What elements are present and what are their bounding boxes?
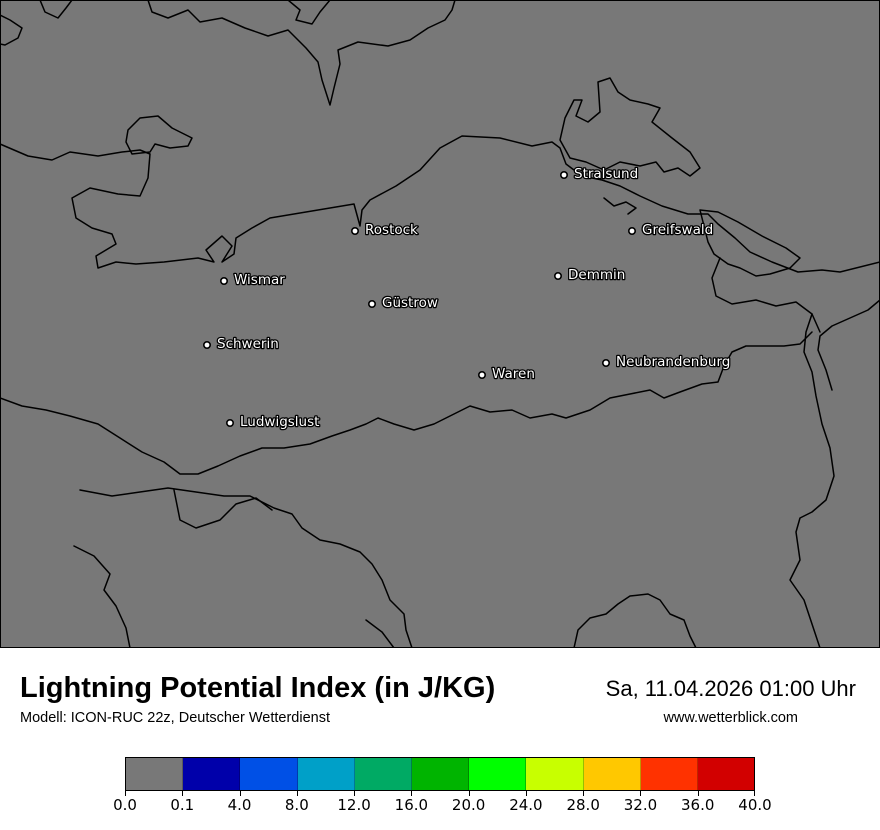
border <box>365 619 395 648</box>
island-outline <box>603 197 637 215</box>
island-outline <box>699 209 801 277</box>
island-outline <box>287 0 331 25</box>
map-outlines: Stralsund Rostock Greifswald Wismar Demmin Gü… <box>0 0 880 648</box>
legend-tick <box>182 791 184 796</box>
city-dot <box>226 418 235 427</box>
city-label: Schwerin <box>217 336 279 352</box>
legend-tick <box>296 791 298 796</box>
legend-tick-label: 24.0 <box>509 796 543 814</box>
legend-tick <box>754 791 755 796</box>
legend-tick <box>239 791 241 796</box>
legend-tick-label: 28.0 <box>566 796 600 814</box>
legend-tick <box>125 791 126 796</box>
legend-tick <box>583 791 585 796</box>
legend-tick <box>697 791 699 796</box>
legend-tick-label: 0.0 <box>113 796 137 814</box>
legend-swatch <box>583 758 641 790</box>
city-label: Ludwigslust <box>240 414 319 430</box>
forecast-datetime: Sa, 11.04.2026 01:00 Uhr <box>605 676 856 701</box>
legend-tick-label: 20.0 <box>451 796 486 814</box>
color-legend-ticks: 0.0 0.1 4.0 8.0 12.0 16.0 20.0 24.0 28.0 32.0 36.0… <box>113 791 772 821</box>
legend-tick <box>411 791 413 796</box>
city-dot <box>367 299 376 308</box>
border <box>73 545 131 648</box>
city-marker: Güstrow <box>367 294 439 312</box>
city-dot <box>627 227 636 236</box>
border <box>573 593 697 648</box>
city-dot <box>350 227 359 236</box>
city-label: Neubrandenburg <box>616 354 730 370</box>
island-outline <box>147 0 456 106</box>
coastline <box>817 299 880 391</box>
color-legend <box>125 757 755 791</box>
island-outline <box>0 14 23 46</box>
city-marker: Schwerin <box>203 335 280 353</box>
city-label: Rostock <box>365 222 418 238</box>
city-label: Stralsund <box>574 166 638 182</box>
coastline <box>0 135 880 273</box>
legend-tick-label: 12.0 <box>337 796 371 814</box>
city-label: Greifswald <box>642 222 713 238</box>
cities-layer: Stralsund Rostock Greifswald Wismar Demmin Gü… <box>203 165 732 431</box>
island-outline <box>39 0 73 19</box>
city-dot <box>601 358 610 367</box>
legend-tick-label: 16.0 <box>394 796 429 814</box>
legend-swatch <box>640 758 698 790</box>
coastline <box>711 257 821 333</box>
legend-tick <box>354 791 356 796</box>
legend-tick-label: 40.0 <box>738 796 772 814</box>
legend-tick-label: 32.0 <box>623 796 658 814</box>
city-marker: Greifswald <box>627 221 715 239</box>
legend-swatch <box>411 758 470 790</box>
legend-tick-label: 0.1 <box>170 796 195 814</box>
city-dot <box>553 271 562 280</box>
city-marker: Waren <box>477 365 536 383</box>
city-dot <box>220 276 229 285</box>
legend-swatch <box>469 758 527 790</box>
map-title: Lightning Potential Index (in J/KG) <box>20 672 496 704</box>
website-link[interactable]: www.wetterblick.com <box>663 710 798 726</box>
legend-tick <box>640 791 642 796</box>
legend-swatch <box>526 758 584 790</box>
weather-map: Stralsund Rostock Greifswald Wismar Demmin Gü… <box>0 0 880 648</box>
legend-tick-label: 8.0 <box>284 796 309 814</box>
legend-tick-label: 4.0 <box>227 796 252 814</box>
legend-swatch <box>697 758 755 790</box>
legend-tick-label: 36.0 <box>681 796 715 814</box>
city-dot <box>203 340 212 349</box>
city-marker: Neubrandenburg <box>601 353 732 371</box>
island-outline <box>125 115 193 155</box>
city-dot <box>477 370 486 379</box>
city-label: Güstrow <box>382 295 438 311</box>
city-marker: Stralsund <box>559 165 639 183</box>
city-marker: Demmin <box>553 266 627 284</box>
legend-swatch <box>297 758 355 790</box>
border <box>173 489 273 529</box>
legend-tick <box>468 791 470 796</box>
footer: Lightning Potential Index (in J/KG) Mode… <box>0 648 880 830</box>
border <box>79 487 413 648</box>
border <box>789 313 835 648</box>
legend-swatch <box>183 758 241 790</box>
city-dot <box>559 171 568 180</box>
legend-swatch <box>354 758 412 790</box>
city-marker: Rostock <box>350 221 419 239</box>
legend-tick <box>525 791 527 796</box>
city-marker: Ludwigslust <box>226 413 321 431</box>
city-label: Wismar <box>234 272 285 288</box>
island-outline <box>559 77 701 177</box>
legend-swatch <box>240 758 298 790</box>
model-source: Modell: ICON-RUC 22z, Deutscher Wetterdi… <box>20 710 330 726</box>
city-marker: Wismar <box>220 271 287 289</box>
legend-swatch <box>126 758 184 790</box>
city-label: Waren <box>492 366 535 382</box>
city-label: Demmin <box>568 267 625 283</box>
border <box>0 331 813 475</box>
